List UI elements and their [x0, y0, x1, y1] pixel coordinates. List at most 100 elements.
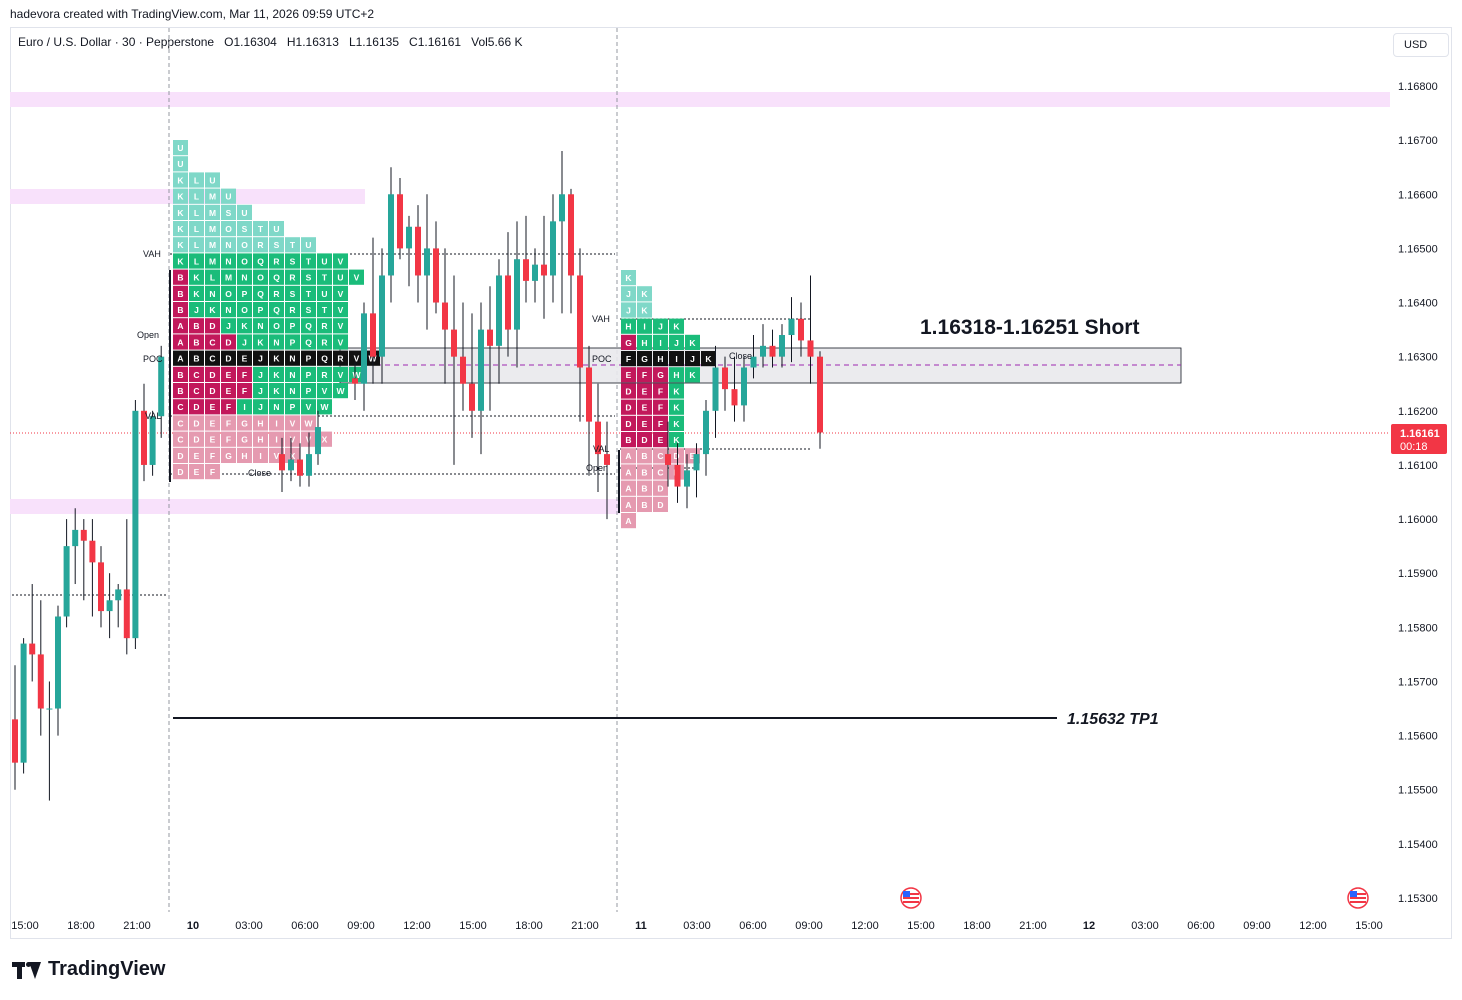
candle-body [693, 454, 700, 471]
tpo-letter: V [274, 451, 280, 461]
x-tick-label: 06:00 [1187, 920, 1215, 932]
tpo-cell [221, 383, 236, 399]
tpo-cell [253, 383, 268, 399]
x-tick-label: 18:00 [963, 920, 991, 932]
tpo-cell [189, 237, 204, 253]
tpo-letter: U [177, 159, 183, 169]
tpo-cell [669, 415, 684, 431]
y-tick-label: 1.16600 [1398, 189, 1438, 201]
candle-body [478, 329, 484, 411]
candle-body [46, 708, 53, 710]
tpo-cell [301, 237, 316, 253]
candle-body [760, 345, 766, 357]
tpo-letter: N [225, 305, 231, 315]
tpo-cell [669, 351, 684, 367]
tpo-cell [285, 334, 300, 350]
y-tick-label: 1.15900 [1398, 568, 1438, 580]
candle-body [370, 313, 376, 357]
tpo-letter: A [625, 500, 631, 510]
tpo-cell [205, 447, 220, 463]
tpo-cell [173, 318, 188, 334]
tpo-letter: O [273, 321, 280, 331]
x-tick-label: 21:00 [571, 920, 599, 932]
tpo-letter: J [690, 354, 695, 364]
candle-body [779, 335, 785, 357]
candle-body [415, 226, 421, 276]
symbol-name[interactable]: Euro / U.S. Dollar · 30 · Pepperstone [18, 35, 215, 49]
tpo-letter: I [275, 418, 277, 428]
tpo-cell [637, 464, 652, 480]
tpo-cell [221, 318, 236, 334]
tpo-cell [285, 302, 300, 318]
tpo-cell [285, 399, 300, 415]
volume-value: 5.66 K [487, 35, 523, 49]
tpo-letter: K [177, 240, 184, 250]
tpo-cell [301, 415, 316, 431]
tpo-letter: S [290, 289, 296, 299]
tpo-cell [189, 383, 204, 399]
tpo-cell [333, 383, 348, 399]
tpo-letter: L [194, 192, 199, 202]
candle-body [817, 356, 823, 433]
tpo-letter: V [290, 418, 296, 428]
close-label: C [409, 35, 418, 49]
tpo-letter: E [226, 386, 232, 396]
tpo-cell [653, 480, 668, 496]
tpo-letter: D [209, 321, 215, 331]
tpo-letter: E [690, 451, 696, 461]
candle-body [741, 367, 747, 406]
tpo-letter: T [322, 273, 328, 283]
tpo-cell [205, 285, 220, 301]
tpo-cell [237, 399, 252, 415]
tpo-letter: Q [321, 354, 328, 364]
tpo-letter: H [641, 338, 647, 348]
tpo-letter: D [225, 354, 231, 364]
tpo-letter: F [658, 403, 663, 413]
tpo-cell [285, 447, 300, 463]
currency-selector[interactable]: USD [1393, 33, 1449, 57]
tpo-letter: S [242, 224, 248, 234]
tpo-cell [269, 350, 284, 366]
tpo-letter: I [259, 451, 261, 461]
tpo-cell [621, 399, 636, 415]
chart-frame[interactable] [10, 27, 1452, 939]
us-flag-icon[interactable] [1347, 887, 1369, 909]
tpo-letter: P [242, 289, 248, 299]
tpo-letter: U [209, 175, 215, 185]
tpo-cell [205, 464, 220, 480]
tpo-letter: H [673, 370, 679, 380]
tpo-letter: V [290, 435, 296, 445]
candle-body [798, 318, 804, 341]
y-tick-label: 1.15700 [1398, 676, 1438, 688]
tpo-letter: S [290, 256, 296, 266]
tpo-letter: K [241, 321, 248, 331]
tpo-cell [189, 253, 204, 269]
tpo-cell [701, 351, 716, 367]
tpo-letter: R [273, 289, 279, 299]
us-flag-icon[interactable] [900, 887, 922, 909]
tpo-letter: M [209, 224, 216, 234]
candle-body [514, 259, 520, 330]
tpo-cell [621, 286, 636, 302]
tpo-cell [317, 302, 332, 318]
tpo-letter: X [290, 451, 296, 461]
tpo-letter: N [289, 354, 295, 364]
tpo-letter: K [673, 403, 680, 413]
candle-body [505, 275, 511, 330]
tpo-cell [317, 318, 332, 334]
tpo-cell [173, 350, 188, 366]
tpo-cell [189, 172, 204, 188]
day1-close-label: Close [248, 468, 271, 478]
tpo-letter: G [225, 451, 232, 461]
candle-body [586, 367, 592, 422]
tpo-letter: J [258, 386, 263, 396]
tpo-cell [669, 399, 684, 415]
tpo-cell [653, 351, 668, 367]
tpo-letter: D [209, 370, 215, 380]
tpo-cell [285, 318, 300, 334]
tpo-letter: K [673, 386, 680, 396]
tpo-letter: W [320, 402, 329, 412]
high-value: 1.16313 [295, 35, 339, 49]
tradingview-logo[interactable]: TradingView [12, 958, 165, 981]
